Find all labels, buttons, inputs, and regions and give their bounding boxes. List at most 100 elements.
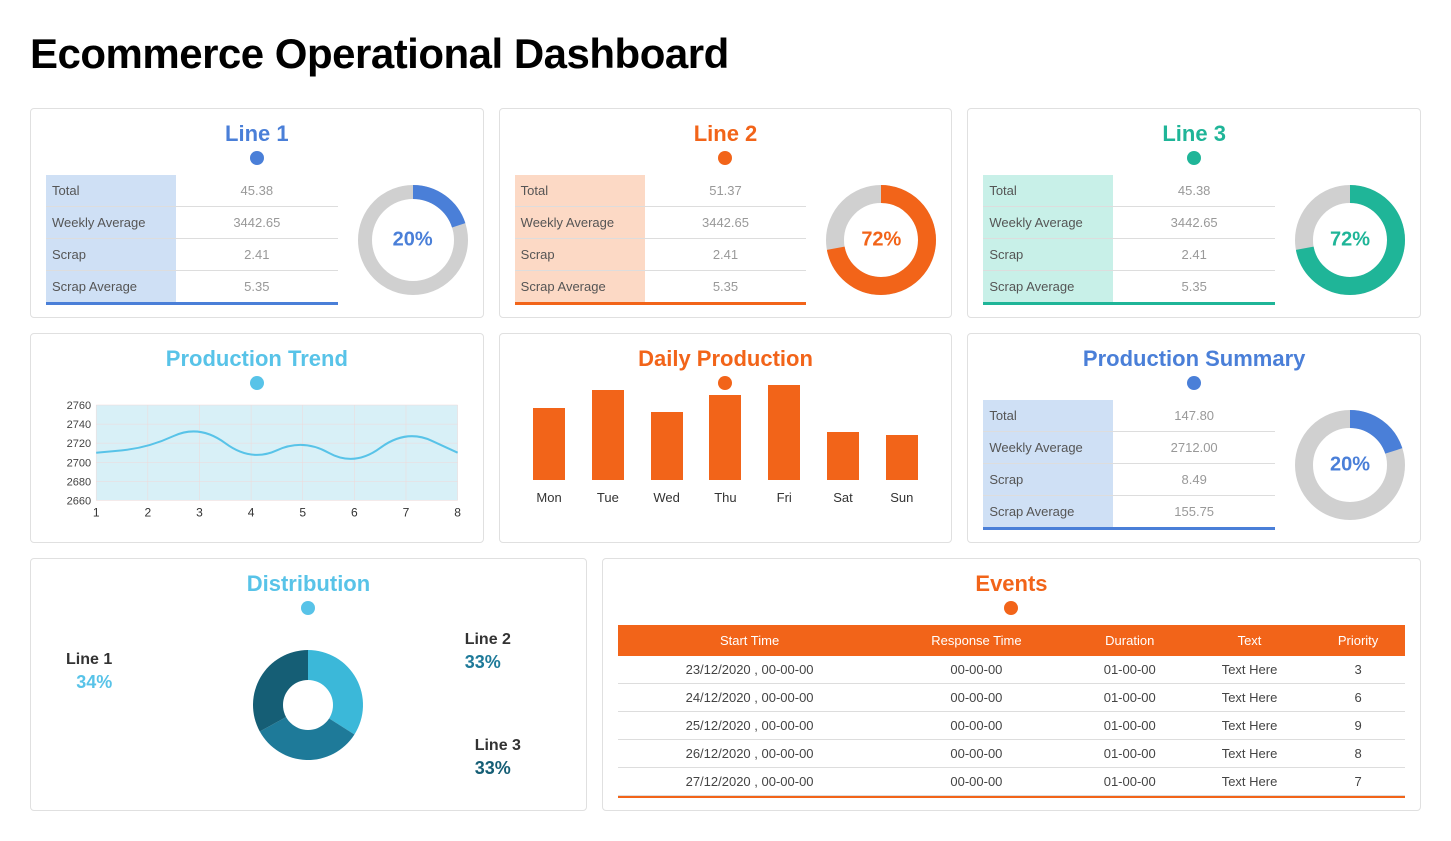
metric-label: Scrap xyxy=(515,239,645,270)
metric-value: 2.41 xyxy=(1113,239,1275,270)
line-donut: 72% xyxy=(1295,185,1405,295)
metric-value: 45.38 xyxy=(1113,175,1275,206)
line-title: Line 1 xyxy=(46,121,468,147)
line-1-card: Line 1 Total 45.38 Weekly Average 3442.6… xyxy=(30,108,484,318)
bar-label: Mon xyxy=(536,490,561,505)
production-summary-card: Production Summary Total 147.80 Weekly A… xyxy=(967,333,1421,543)
events-cell: 01-00-00 xyxy=(1072,712,1188,740)
events-row: 27/12/2020 , 00-00-0000-00-0001-00-00Tex… xyxy=(618,768,1405,796)
svg-text:2680: 2680 xyxy=(67,476,92,488)
bar xyxy=(827,432,859,480)
daily-production-title: Daily Production xyxy=(515,346,937,372)
bar-col: Mon xyxy=(529,408,569,505)
bar xyxy=(768,385,800,480)
metric-label: Scrap xyxy=(983,239,1113,270)
metrics-table: Total 51.37 Weekly Average 3442.65 Scrap… xyxy=(515,175,807,305)
events-cell: 25/12/2020 , 00-00-00 xyxy=(618,712,881,740)
events-header: Text xyxy=(1188,625,1311,656)
bar xyxy=(886,435,918,480)
metric-value: 2712.00 xyxy=(1113,432,1275,463)
metric-value: 3442.65 xyxy=(1113,207,1275,238)
production-summary-title: Production Summary xyxy=(983,346,1405,372)
metric-value: 155.75 xyxy=(1113,496,1275,527)
line-3-card: Line 3 Total 45.38 Weekly Average 3442.6… xyxy=(967,108,1421,318)
events-cell: 00-00-00 xyxy=(881,684,1071,712)
bar xyxy=(592,390,624,480)
svg-text:2660: 2660 xyxy=(67,495,92,507)
events-row: 26/12/2020 , 00-00-0000-00-0001-00-00Tex… xyxy=(618,740,1405,768)
bar-col: Sun xyxy=(882,435,922,505)
events-cell: 26/12/2020 , 00-00-00 xyxy=(618,740,881,768)
metric-value: 3442.65 xyxy=(645,207,807,238)
bar xyxy=(533,408,565,480)
events-title: Events xyxy=(618,571,1405,597)
bar-col: Tue xyxy=(588,390,628,505)
svg-text:2: 2 xyxy=(144,505,151,519)
events-cell: 27/12/2020 , 00-00-00 xyxy=(618,768,881,796)
dot-icon xyxy=(718,376,732,390)
svg-text:8: 8 xyxy=(454,505,461,519)
events-cell: 7 xyxy=(1311,768,1405,796)
bar-label: Thu xyxy=(714,490,736,505)
svg-text:2700: 2700 xyxy=(67,457,92,469)
dot-icon xyxy=(1187,376,1201,390)
events-cell: Text Here xyxy=(1188,712,1311,740)
events-cell: 00-00-00 xyxy=(881,712,1071,740)
events-header: Response Time xyxy=(881,625,1071,656)
svg-text:5: 5 xyxy=(299,505,306,519)
events-header: Start Time xyxy=(618,625,881,656)
events-cell: 8 xyxy=(1311,740,1405,768)
events-cell: 01-00-00 xyxy=(1072,684,1188,712)
line-title: Line 3 xyxy=(983,121,1405,147)
svg-text:2720: 2720 xyxy=(67,438,92,450)
dist-label-3: Line 333% xyxy=(475,736,521,780)
dist-label-2: Line 233% xyxy=(465,630,511,674)
events-cell: 23/12/2020 , 00-00-00 xyxy=(618,656,881,684)
bar-col: Fri xyxy=(764,385,804,505)
events-table: Start TimeResponse TimeDurationTextPrior… xyxy=(618,625,1405,796)
events-header: Duration xyxy=(1072,625,1188,656)
events-cell: Text Here xyxy=(1188,740,1311,768)
metrics-table: Total 45.38 Weekly Average 3442.65 Scrap… xyxy=(983,175,1275,305)
metric-label: Weekly Average xyxy=(983,432,1113,463)
dot-icon xyxy=(718,151,732,165)
production-trend-title: Production Trend xyxy=(46,346,468,372)
daily-production-chart: Mon Tue Wed Thu Fri Sat Sun xyxy=(515,400,937,505)
svg-text:3: 3 xyxy=(196,505,203,519)
events-cell: 00-00-00 xyxy=(881,656,1071,684)
line-2-card: Line 2 Total 51.37 Weekly Average 3442.6… xyxy=(499,108,953,318)
metric-value: 3442.65 xyxy=(176,207,338,238)
metric-row: Weekly Average 2712.00 xyxy=(983,432,1275,464)
events-cell: Text Here xyxy=(1188,684,1311,712)
metric-row: Scrap 8.49 xyxy=(983,464,1275,496)
metric-value: 147.80 xyxy=(1113,400,1275,431)
metric-value: 45.38 xyxy=(176,175,338,206)
bar xyxy=(709,395,741,480)
metric-value: 8.49 xyxy=(1113,464,1275,495)
events-row: 23/12/2020 , 00-00-0000-00-0001-00-00Tex… xyxy=(618,656,1405,684)
distribution-card: Distribution Line 134% Line 233% Line 33… xyxy=(30,558,587,811)
events-cell: 00-00-00 xyxy=(881,740,1071,768)
metric-value: 5.35 xyxy=(176,271,338,302)
events-row: 24/12/2020 , 00-00-0000-00-0001-00-00Tex… xyxy=(618,684,1405,712)
metric-value: 2.41 xyxy=(645,239,807,270)
events-header: Priority xyxy=(1311,625,1405,656)
events-cell: Text Here xyxy=(1188,656,1311,684)
metric-row: Scrap 2.41 xyxy=(515,239,807,271)
line-donut: 72% xyxy=(826,185,936,295)
events-cell: 00-00-00 xyxy=(881,768,1071,796)
metric-value: 5.35 xyxy=(645,271,807,302)
metric-label: Scrap xyxy=(46,239,176,270)
dist-label-1: Line 134% xyxy=(66,650,112,694)
metric-row: Weekly Average 3442.65 xyxy=(515,207,807,239)
svg-text:2760: 2760 xyxy=(67,400,92,412)
metric-label: Total xyxy=(983,175,1113,206)
distribution-pie xyxy=(243,640,373,770)
events-cell: 01-00-00 xyxy=(1072,768,1188,796)
dot-icon xyxy=(1187,151,1201,165)
dot-icon xyxy=(301,601,315,615)
metric-row: Total 45.38 xyxy=(983,175,1275,207)
distribution-chart: Line 134% Line 233% Line 333% xyxy=(46,625,571,785)
events-card: Events Start TimeResponse TimeDurationTe… xyxy=(602,558,1421,811)
metric-value: 5.35 xyxy=(1113,271,1275,302)
